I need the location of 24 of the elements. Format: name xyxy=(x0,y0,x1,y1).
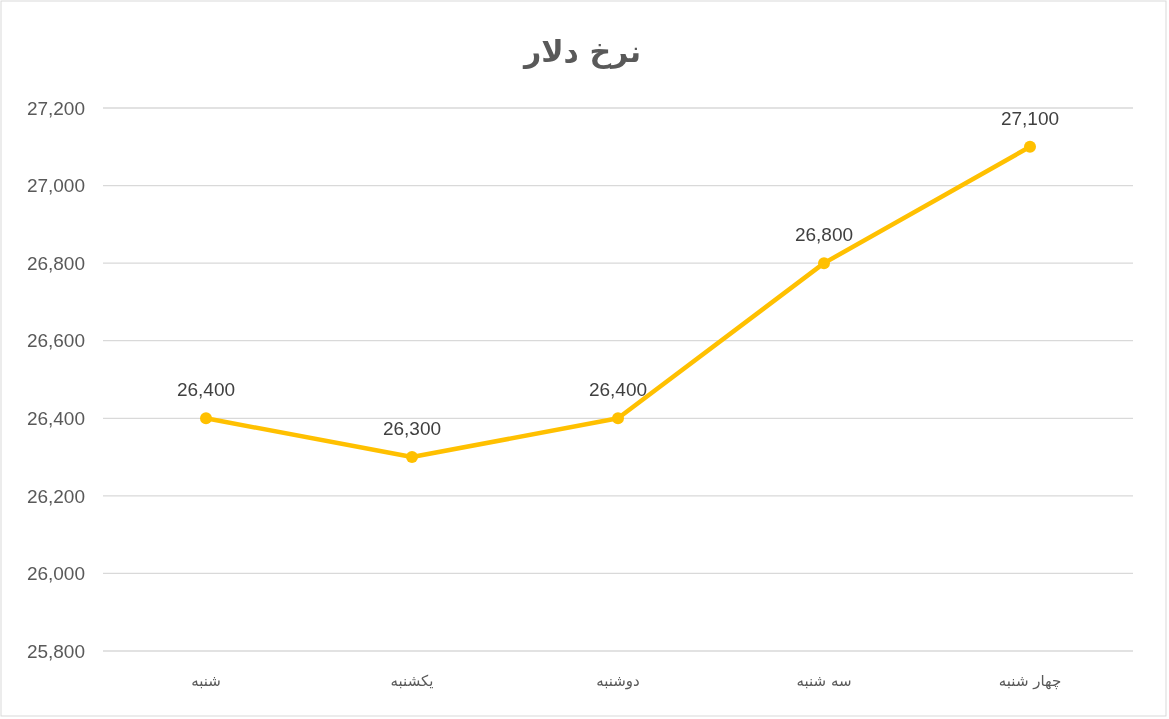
data-label: 26,400 xyxy=(588,379,648,401)
data-label: 27,100 xyxy=(1000,107,1060,129)
y-tick-label: 26,200 xyxy=(26,485,85,507)
x-tick-label: شنبه xyxy=(191,672,221,690)
y-tick-label: 27,200 xyxy=(26,97,85,119)
y-tick-label: 26,800 xyxy=(26,252,85,274)
data-label: 26,800 xyxy=(794,224,854,246)
y-tick-label: 25,800 xyxy=(26,640,85,662)
x-tick-label: یکشنبه xyxy=(390,672,434,690)
y-tick-label: 27,000 xyxy=(26,175,85,197)
point xyxy=(1024,140,1036,153)
y-tick-label: 26,000 xyxy=(26,563,85,585)
point xyxy=(612,412,624,425)
data-label: 26,400 xyxy=(176,379,236,401)
x-tick-label: دوشنبه xyxy=(596,672,640,690)
chart-title: نرخ دلار xyxy=(522,34,641,69)
x-tick-label: چهار شنبه xyxy=(998,672,1062,690)
point xyxy=(200,412,212,425)
point xyxy=(406,451,418,464)
y-tick-label: 26,400 xyxy=(26,407,85,429)
data-label: 26,300 xyxy=(382,418,442,440)
x-tick-label: سه شنبه xyxy=(796,672,852,690)
point xyxy=(818,257,830,270)
y-tick-label: 26,600 xyxy=(26,330,85,352)
